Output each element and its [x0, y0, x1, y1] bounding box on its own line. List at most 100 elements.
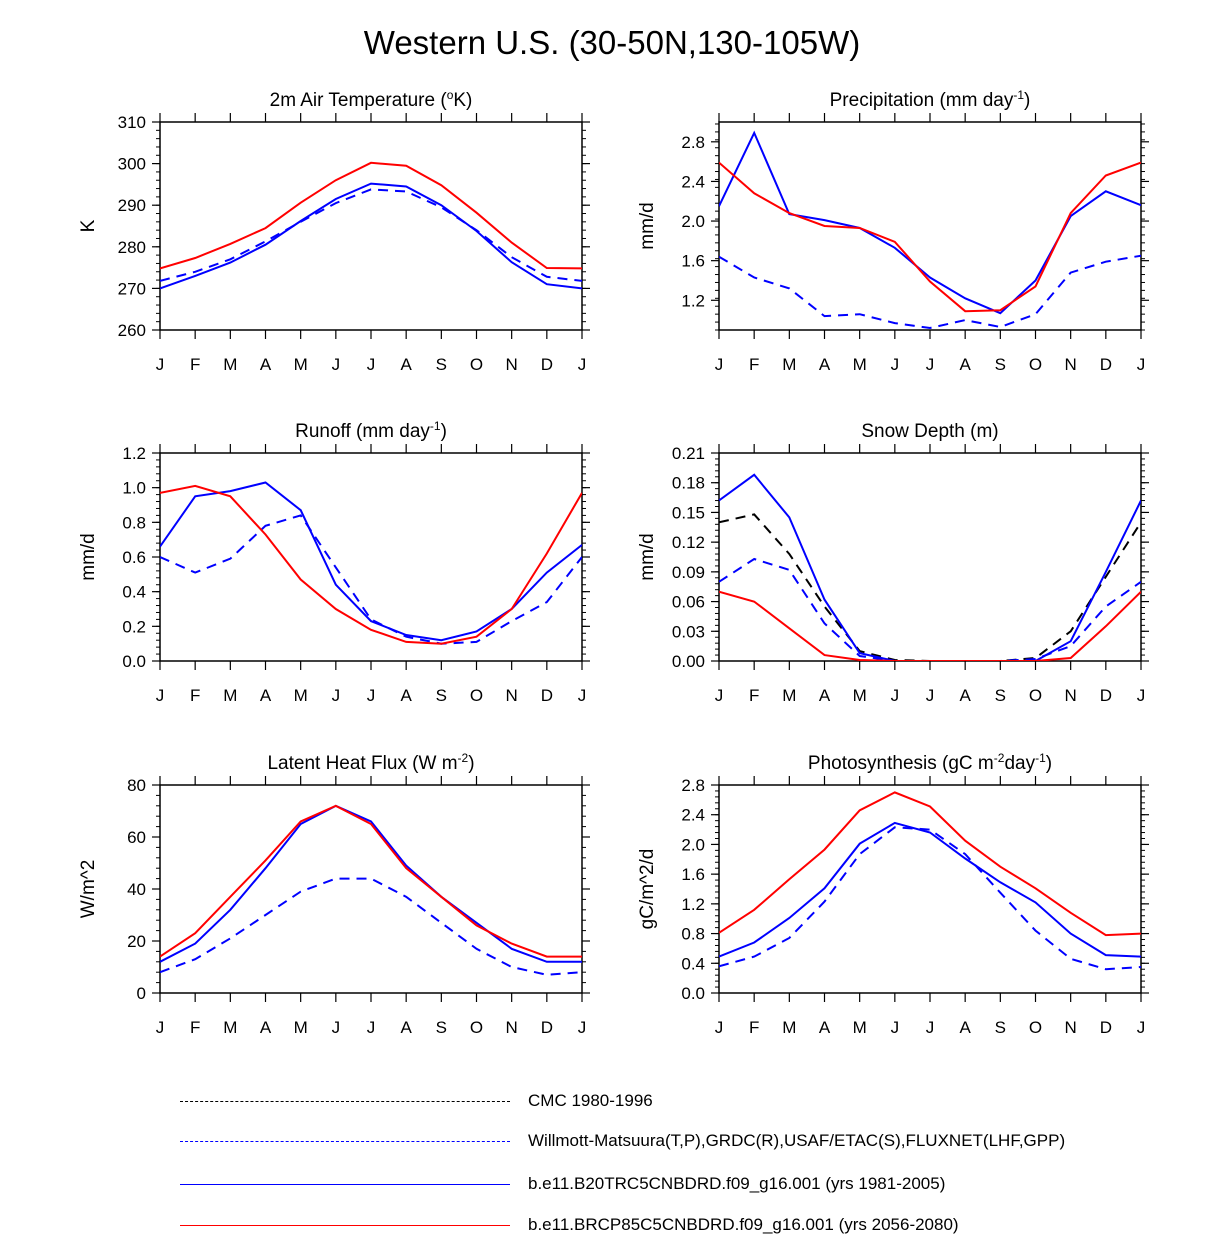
x-tick-label: S — [436, 686, 447, 705]
panel-0: 2m Air Temperature (oK) K 260 270 280 290 300 3… — [78, 88, 590, 374]
x-tick-label: M — [223, 686, 237, 705]
legend-label-obs: Willmott-Matsuura(T,P),GRDC(R),USAF/ETAC… — [528, 1131, 1066, 1150]
x-tick-label: N — [1065, 1018, 1077, 1037]
plot-frame — [159, 121, 583, 331]
y-tick-label: 2.0 — [681, 835, 705, 854]
x-tick-label: J — [578, 1018, 587, 1037]
y-tick-label: 0.6 — [122, 548, 146, 567]
y-tick-label: 0.06 — [672, 593, 705, 612]
x-tick-label: A — [400, 686, 412, 705]
y-tick-label: 60 — [127, 828, 146, 847]
y-tick-label: 0.18 — [672, 474, 705, 493]
x-tick-label: A — [959, 686, 971, 705]
series-line-rcp — [719, 791, 1141, 937]
y-tick-label: 260 — [118, 321, 146, 340]
series-line-obs — [719, 826, 1141, 971]
x-tick-label: M — [782, 1018, 796, 1037]
y-axis-label: K — [78, 219, 99, 232]
x-tick-label: N — [506, 355, 518, 374]
x-tick-label: F — [749, 686, 759, 705]
plot-frame — [718, 452, 1142, 662]
x-tick-label: M — [853, 1018, 867, 1037]
x-tick-label: D — [541, 686, 553, 705]
x-tick-label: J — [715, 686, 724, 705]
x-tick-label: M — [853, 686, 867, 705]
y-tick-label: 1.0 — [122, 479, 146, 498]
y-tick-label: 0.0 — [122, 652, 146, 671]
y-axis-label: mm/d — [637, 533, 658, 581]
plot-frame — [718, 121, 1142, 331]
x-tick-label: J — [1137, 686, 1146, 705]
y-tick-label: 0.4 — [681, 954, 705, 973]
x-tick-label: J — [332, 355, 341, 374]
x-tick-label: S — [436, 1018, 447, 1037]
x-tick-label: A — [959, 355, 971, 374]
y-tick-label: 270 — [118, 279, 146, 298]
y-tick-label: 2.0 — [681, 212, 705, 231]
panel-title: 2m Air Temperature (oK) — [270, 88, 473, 111]
x-tick-label: M — [294, 1018, 308, 1037]
x-tick-label: S — [995, 686, 1006, 705]
legend-item-cmc: CMC 1980-1996 — [180, 1086, 653, 1116]
x-tick-label: J — [156, 1018, 165, 1037]
series-line-b20 — [719, 473, 1141, 661]
legend-swatch-cmc — [180, 1100, 510, 1102]
x-tick-label: N — [1065, 686, 1077, 705]
y-tick-label: 20 — [127, 932, 146, 951]
series-line-obs — [160, 188, 582, 282]
y-tick-label: 0.0 — [681, 984, 705, 1003]
series-line-rcp — [719, 590, 1141, 661]
x-tick-label: D — [541, 1018, 553, 1037]
x-tick-label: N — [506, 686, 518, 705]
x-tick-label: D — [541, 355, 553, 374]
x-tick-label: J — [332, 1018, 341, 1037]
panel-2: Runoff (mm day-1) mm/d 0.0 0.2 0.4 0.6 0.8 1.0 1… — [78, 419, 590, 705]
y-tick-label: 0.8 — [122, 513, 146, 532]
y-tick-label: 300 — [118, 155, 146, 174]
x-tick-label: J — [367, 1018, 376, 1037]
x-tick-label: J — [891, 355, 900, 374]
y-axis-label: mm/d — [637, 202, 658, 250]
y-tick-label: 0.15 — [672, 503, 705, 522]
y-axis-label: gC/m^2/d — [637, 849, 658, 930]
y-tick-label: 1.6 — [681, 865, 705, 884]
y-tick-label: 2.4 — [681, 806, 705, 825]
legend-item-obs: Willmott-Matsuura(T,P),GRDC(R),USAF/ETAC… — [180, 1126, 1065, 1156]
x-tick-label: J — [715, 355, 724, 374]
x-tick-label: J — [891, 686, 900, 705]
legend-item-b20: b.e11.B20TRC5CNBDRD.f09_g16.001 (yrs 198… — [180, 1169, 945, 1199]
x-tick-label: J — [367, 686, 376, 705]
x-tick-label: O — [1029, 355, 1042, 374]
panel-title: Snow Depth (m) — [861, 421, 998, 442]
x-tick-label: A — [260, 1018, 272, 1037]
x-tick-label: J — [156, 355, 165, 374]
panel-title: Precipitation (mm day-1) — [830, 88, 1031, 111]
panel-title: Latent Heat Flux (W m-2) — [267, 751, 474, 774]
x-tick-label: J — [1137, 1018, 1146, 1037]
x-tick-label: O — [470, 355, 483, 374]
x-tick-label: O — [1029, 686, 1042, 705]
series-line-rcp — [719, 161, 1141, 313]
x-tick-label: D — [1100, 1018, 1112, 1037]
x-tick-label: N — [1065, 355, 1077, 374]
panel-3: Snow Depth (m) mm/d 0.00 0.03 0.06 0.09 0.12 0.… — [637, 421, 1149, 705]
x-tick-label: S — [995, 355, 1006, 374]
panel-4: Latent Heat Flux (W m-2) W/m^2 0 20 40 60 80 J F… — [78, 751, 590, 1037]
y-tick-label: 40 — [127, 880, 146, 899]
legend-item-rcp: b.e11.BRCP85C5CNBDRD.f09_g16.001 (yrs 20… — [180, 1210, 959, 1240]
x-tick-label: F — [749, 1018, 759, 1037]
x-tick-label: F — [749, 355, 759, 374]
x-tick-label: M — [223, 1018, 237, 1037]
legend-label-cmc: CMC 1980-1996 — [528, 1091, 653, 1110]
x-tick-label: M — [223, 355, 237, 374]
x-tick-label: M — [294, 355, 308, 374]
y-tick-label: 1.2 — [122, 444, 146, 463]
y-tick-label: 310 — [118, 113, 146, 132]
x-tick-label: M — [853, 355, 867, 374]
x-tick-label: A — [959, 1018, 971, 1037]
y-tick-label: 0.12 — [672, 533, 705, 552]
y-tick-label: 0.8 — [681, 925, 705, 944]
series-line-obs — [160, 877, 582, 976]
x-tick-label: A — [260, 686, 272, 705]
